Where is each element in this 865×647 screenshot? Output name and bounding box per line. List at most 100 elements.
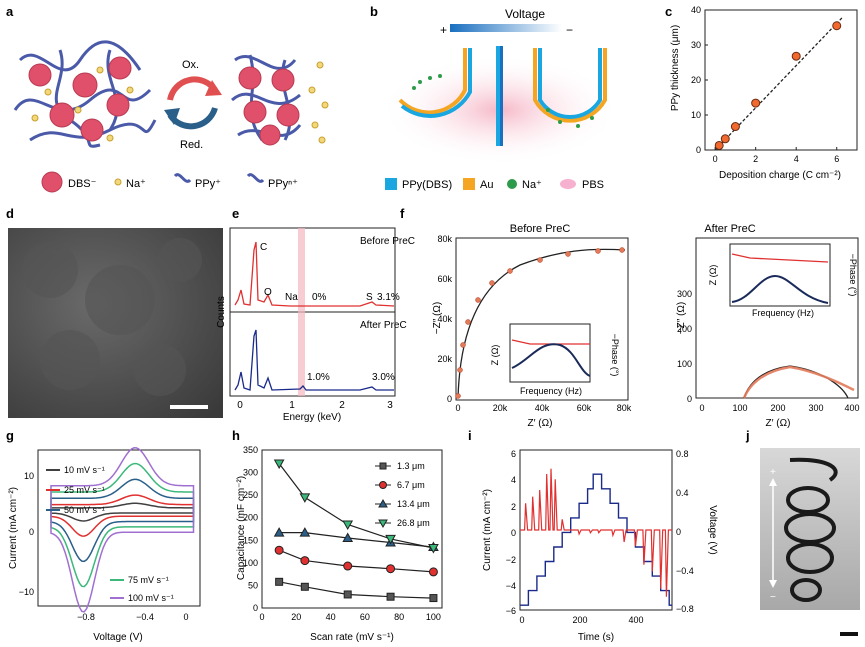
panel-a: a Ox. Red. — [6, 4, 329, 193]
s-after-pct: 3.0% — [372, 372, 395, 383]
svg-text:−2: −2 — [506, 555, 516, 565]
svg-text:2: 2 — [511, 502, 516, 512]
panel-d: d — [6, 206, 223, 418]
redox-cycle-arrows: Ox. Red. — [164, 59, 222, 151]
panel-letter-g: g — [6, 428, 14, 443]
h-data-point — [429, 594, 438, 603]
inset-after-phase — [731, 274, 829, 304]
inset-before-zlabel: Z (Ω) — [490, 345, 500, 366]
nyquist-before-points — [455, 247, 625, 399]
svg-text:0: 0 — [676, 527, 681, 537]
chart-c-ylabel: PPy thickness (μm) — [670, 25, 681, 111]
legend-na: Na⁺ — [126, 178, 146, 190]
e-xtick-1: 1 — [289, 400, 295, 411]
svg-text:4: 4 — [511, 475, 516, 485]
chart-e: e Before PreC After PreC C O Na S 0% 3.1… — [216, 206, 415, 423]
svg-text:0: 0 — [29, 527, 34, 537]
left-bilayer-actuator — [398, 48, 472, 118]
inset-after-z — [731, 253, 829, 263]
h-ytick-label: 150 — [243, 535, 258, 545]
h-data-point — [299, 527, 311, 537]
h-ytick-label: 50 — [248, 580, 258, 590]
chart-f-after-ylabel: −Z″ (Ω) — [676, 302, 687, 334]
svg-text:0.4: 0.4 — [676, 488, 689, 498]
panel-letter-c: c — [665, 4, 672, 19]
e-xtick-3: 3 — [387, 400, 393, 411]
h-legend-label: 6.7 μm — [397, 480, 425, 490]
chart-f-after-frame — [695, 237, 859, 399]
h-ytick-label: 0 — [253, 603, 258, 613]
g-legend-label: 75 mV s⁻¹ — [128, 575, 169, 585]
i-voltage-trace — [520, 473, 672, 606]
peak-na-label: Na — [285, 292, 298, 303]
before-title-f: Before PreC — [510, 223, 571, 235]
chart-g: g Current (mA cm⁻²) Voltage (V) −0.8 −0.… — [6, 428, 201, 643]
chart-h-ylabel: Capacitance (mF cm⁻²) — [236, 476, 247, 580]
voltage-label: Voltage — [505, 7, 545, 21]
g-xticks: −0.8 −0.4 0 — [77, 612, 188, 622]
chart-h-frame — [261, 449, 443, 609]
c-xtick-label: 0 — [713, 154, 718, 164]
chart-c-frame — [704, 9, 858, 151]
i-y2ticks: 0.8 0.4 0 −0.4 −0.8 — [676, 449, 694, 614]
svg-text:100: 100 — [677, 359, 692, 369]
chart-i-y2label: Voltage (V) — [707, 505, 718, 554]
right-bilayer-actuator — [533, 48, 607, 128]
svg-text:0: 0 — [455, 403, 460, 413]
panel-j: j + − — [745, 428, 860, 636]
h-legend-marker — [379, 462, 387, 470]
eds-before-spectrum — [234, 241, 395, 307]
na-plus-icon — [507, 179, 517, 189]
h-xtick-label: 40 — [326, 612, 336, 622]
inset-after-freq: Frequency (Hz) — [752, 308, 814, 318]
c-data-point — [832, 21, 842, 31]
cv-curve-5 — [50, 447, 195, 613]
svg-text:60k: 60k — [437, 274, 452, 284]
svg-text:0: 0 — [511, 528, 516, 538]
svg-text:−10: −10 — [19, 587, 34, 597]
g-legend-label: 25 mV s⁻¹ — [64, 485, 105, 495]
cv-curve-2 — [50, 494, 195, 537]
h-xtick-label: 80 — [394, 612, 404, 622]
ppy-network-reduced — [13, 40, 157, 148]
ppy-network-oxidized — [231, 54, 302, 146]
i-yticks: 6 4 2 0 −2 −4 −6 — [506, 449, 516, 616]
inset-before-phase-label: −Phase (°) — [610, 334, 620, 377]
svg-text:20k: 20k — [437, 354, 452, 364]
g-legend-label: 50 mV s⁻¹ — [64, 505, 105, 515]
c-xtick-label: 6 — [834, 154, 839, 164]
chart-g-xlabel: Voltage (V) — [93, 632, 142, 643]
h-ytick-label: 200 — [243, 513, 258, 523]
sem-texture — [22, 238, 202, 396]
chart-i-ylabel: Current (mA cm⁻²) — [482, 489, 493, 571]
h-data-point — [275, 577, 284, 586]
svg-text:−4: −4 — [506, 581, 516, 591]
before-label-e: Before PreC — [360, 236, 415, 247]
svg-text:60k: 60k — [577, 403, 592, 413]
h-legend-marker — [378, 519, 388, 529]
c-ytick-label: 0 — [696, 145, 701, 155]
scale-bar-j — [840, 632, 858, 636]
f-before-yticks: 0 20k 40k 60k 80k — [437, 234, 452, 404]
h-legend-marker — [378, 498, 388, 508]
chart-h: h Capacitance (mF cm⁻²) Scan rate (mV s⁻… — [232, 428, 443, 643]
svg-text:−0.8: −0.8 — [77, 612, 95, 622]
panel-letter-i: i — [468, 428, 472, 443]
h-xtick-label: 100 — [426, 612, 441, 622]
svg-text:−0.8: −0.8 — [676, 604, 694, 614]
g-legend-label: 10 mV s⁻¹ — [64, 465, 105, 475]
h-data-point — [428, 543, 439, 554]
e-xtick-0: 0 — [237, 400, 243, 411]
spiral-actuator — [784, 457, 838, 602]
svg-text:300: 300 — [808, 403, 823, 413]
actuator-photo — [760, 448, 860, 610]
c-ytick-label: 40 — [691, 5, 701, 15]
f-after-yticks: 0 100 200 300 — [677, 289, 692, 404]
cv-curve-4 — [50, 462, 195, 588]
voltage-gradient-bar — [450, 24, 562, 32]
chart-c-xlabel: Deposition charge (C cm⁻²) — [719, 170, 841, 181]
h-data-point — [428, 567, 438, 577]
chart-g-legend: 10 mV s⁻¹ 25 mV s⁻¹ 50 mV s⁻¹ 75 mV s⁻¹ 100 … — [46, 465, 174, 603]
h-data-point — [300, 582, 309, 591]
h-legend-label: 13.4 μm — [397, 499, 430, 509]
